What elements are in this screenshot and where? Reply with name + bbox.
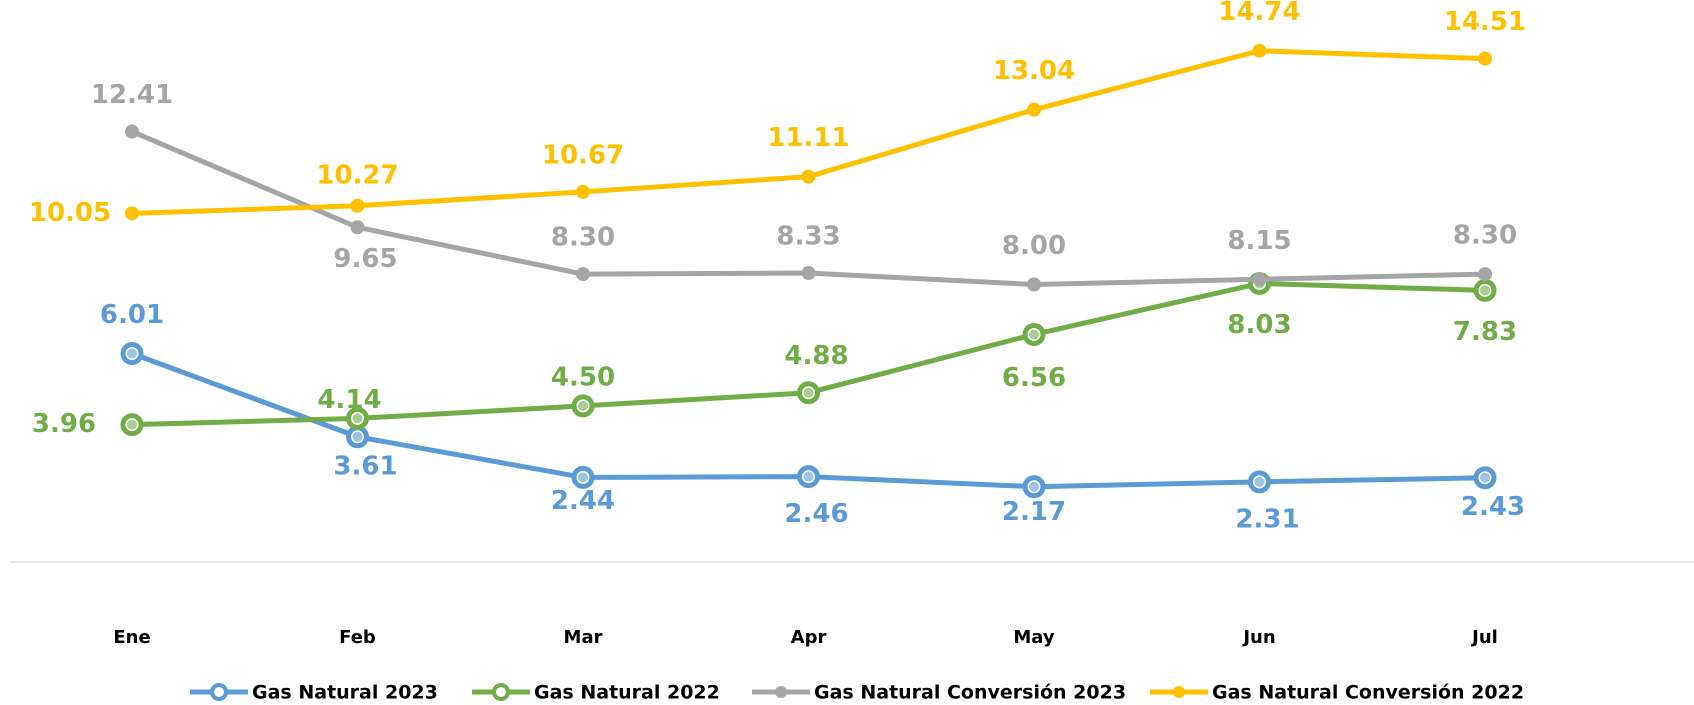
marker	[1478, 267, 1492, 282]
legend-marker	[492, 683, 510, 701]
marker	[576, 184, 590, 199]
data-label: 4.14	[317, 385, 381, 415]
data-label: 8.30	[551, 223, 615, 253]
marker-center	[1029, 481, 1039, 492]
data-label: 13.04	[993, 56, 1075, 86]
data-label: 11.11	[767, 123, 849, 153]
marker-center	[1254, 476, 1265, 487]
marker	[1252, 43, 1267, 58]
data-label: 7.83	[1453, 317, 1517, 347]
data-label: 10.05	[29, 198, 111, 228]
data-label: 2.44	[551, 486, 615, 516]
marker	[125, 206, 139, 221]
data-label: 2.17	[1002, 497, 1066, 527]
data-label: 8.30	[1453, 221, 1517, 251]
marker-center	[803, 471, 814, 482]
legend-marker	[775, 686, 787, 698]
data-label: 6.56	[1002, 363, 1066, 393]
x-tick-label: Feb	[339, 627, 376, 648]
x-tick-label: Jul	[1470, 627, 1498, 648]
data-label: 14.51	[1444, 7, 1526, 37]
marker	[801, 266, 816, 281]
legend-item: Gas Natural 2023	[190, 682, 438, 704]
data-label: 2.31	[1235, 504, 1299, 534]
marker	[576, 267, 590, 282]
marker-center	[127, 348, 137, 359]
x-tick-label: May	[1013, 627, 1055, 648]
x-tick-label: Ene	[113, 627, 150, 648]
data-label: 8.15	[1227, 226, 1291, 256]
data-label: 2.43	[1461, 492, 1525, 522]
data-label: 2.46	[784, 499, 848, 529]
legend-label: Gas Natural Conversión 2022	[1212, 682, 1524, 704]
data-label: 8.00	[1002, 231, 1066, 261]
x-tick-label: Jun	[1241, 627, 1275, 648]
legend-marker	[1173, 686, 1185, 698]
data-label: 8.33	[776, 222, 840, 252]
legend-marker	[210, 683, 228, 701]
marker-center	[1480, 472, 1490, 483]
data-label: 12.41	[91, 80, 173, 110]
legend-item: Gas Natural Conversión 2022	[1150, 682, 1524, 704]
marker-center	[352, 413, 363, 424]
data-label: 9.65	[333, 244, 397, 274]
data-label: 10.27	[316, 160, 398, 190]
data-label: 8.03	[1227, 310, 1291, 340]
marker-center	[578, 472, 588, 483]
data-label: 4.50	[551, 362, 615, 392]
data-label: 4.88	[784, 341, 848, 371]
legend-label: Gas Natural Conversión 2023	[814, 682, 1126, 704]
marker-center	[352, 431, 363, 442]
marker	[350, 220, 365, 235]
legend-item: Gas Natural 2022	[472, 682, 720, 704]
marker	[1027, 277, 1041, 292]
marker-center	[803, 387, 814, 398]
legend-item: Gas Natural Conversión 2023	[752, 682, 1126, 704]
x-tick-label: Mar	[564, 627, 603, 648]
marker	[125, 124, 139, 139]
data-label: 3.61	[333, 451, 397, 481]
marker-center	[127, 419, 137, 430]
legend-label: Gas Natural 2022	[534, 682, 720, 704]
data-label: 3.96	[32, 409, 96, 439]
marker	[350, 198, 365, 213]
marker	[1252, 272, 1267, 287]
data-label: 14.74	[1218, 0, 1300, 27]
marker-center	[1480, 285, 1490, 296]
x-tick-label: Apr	[791, 627, 827, 648]
marker	[1478, 51, 1492, 66]
data-label: 10.67	[542, 140, 624, 170]
data-label: 6.01	[100, 300, 164, 330]
legend-label: Gas Natural 2023	[252, 682, 438, 704]
marker-center	[578, 400, 588, 411]
marker	[1027, 102, 1041, 117]
marker	[801, 169, 816, 184]
marker-center	[1029, 329, 1039, 340]
